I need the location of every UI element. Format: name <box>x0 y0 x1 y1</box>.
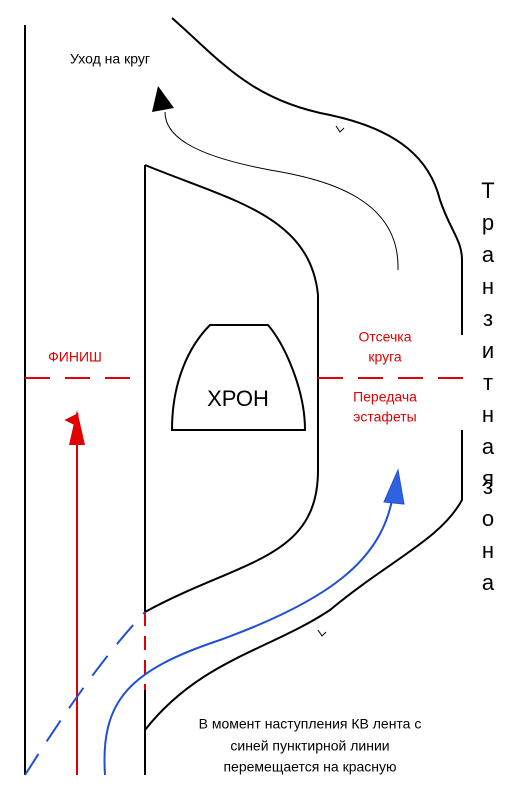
tick <box>335 125 345 133</box>
chrono-booth <box>170 324 307 431</box>
lap-cut-label: Отсечка <box>359 329 412 345</box>
note-line: В момент наступления КВ лента с <box>199 716 422 732</box>
red-arrowhead <box>69 410 85 445</box>
tick <box>317 629 327 637</box>
black-curve <box>164 111 399 271</box>
lap-exit-label: Уход на круг <box>70 51 150 67</box>
finish-line <box>25 377 465 690</box>
outer-boundary-top <box>171 17 463 335</box>
blue-curve <box>103 499 393 776</box>
island-right <box>144 164 319 613</box>
finish-label: ФИНИШ <box>48 349 102 365</box>
relay-label: Передача <box>353 389 417 405</box>
chrono-label: ХРОН <box>207 386 269 411</box>
note-line: синей пунктирной линии <box>230 738 389 754</box>
blue-arrowhead <box>383 468 405 505</box>
outer-boundary-bottom <box>144 430 463 731</box>
blue-dashed-line <box>24 611 146 776</box>
lap-cut-label: круга <box>368 349 402 365</box>
note-line: перемещается на красную <box>223 759 396 775</box>
black-arrowhead <box>152 86 174 112</box>
relay-label: эстафеты <box>353 409 417 425</box>
transit-zone-label: Транзитная <box>476 178 501 498</box>
transit-zone-label: зона <box>476 474 501 602</box>
track <box>24 17 463 775</box>
